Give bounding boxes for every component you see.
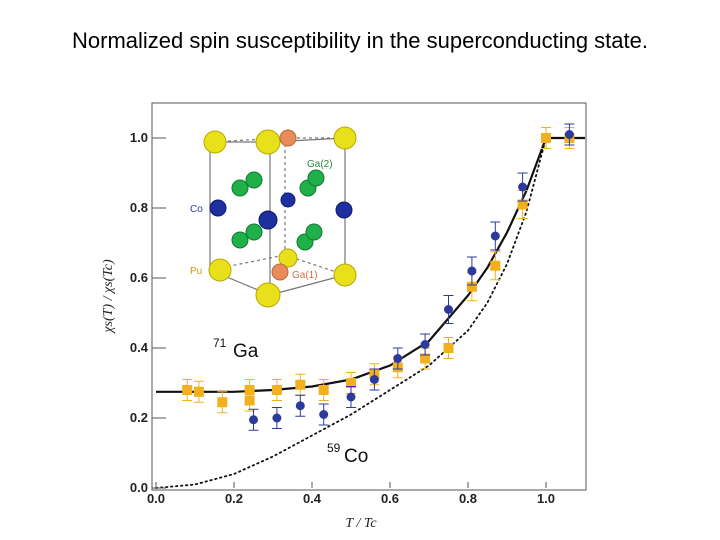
co-data-point <box>249 415 258 425</box>
ga-label: Ga <box>233 341 259 362</box>
slide-title: Normalized spin susceptibility in the su… <box>72 28 648 53</box>
y-axis-label: χs(T) / χs(Tc) <box>101 259 116 335</box>
co-data-point <box>369 375 379 384</box>
y-tick-label: 0.8 <box>130 200 148 215</box>
ga-data-point <box>466 281 477 292</box>
ga-data-point <box>217 397 228 408</box>
inset-label-co: Co <box>190 204 203 215</box>
inset-label-ga1: Ga(1) <box>292 270 318 281</box>
co-data-point <box>420 340 430 349</box>
y-tick-label: 1.0 <box>130 130 148 145</box>
ga-data-point <box>193 386 204 397</box>
x-tick-label: 0.0 <box>147 491 165 506</box>
co-data-point <box>393 354 403 363</box>
co-atoms <box>209 192 353 230</box>
ga-data-point <box>443 343 454 353</box>
plot-frame <box>151 102 587 491</box>
co-data-point <box>444 305 453 314</box>
x-tick-label: 1.0 <box>537 491 555 506</box>
y-tick-label: 0.6 <box>130 270 148 285</box>
inset-label-ga2: Ga(2) <box>307 159 333 170</box>
co-label: Co <box>344 446 368 467</box>
co-label-superscript: 59 <box>327 441 341 455</box>
ga-data-point <box>541 133 551 143</box>
pu-atoms <box>203 126 357 308</box>
y-tick-label: 0.2 <box>130 410 148 425</box>
ga-data-point <box>346 378 356 388</box>
x-tick-label: 0.4 <box>303 491 322 506</box>
x-tick-label: 0.2 <box>225 491 243 506</box>
x-axis-label: T / Tc <box>345 516 377 531</box>
ga1-atoms <box>271 129 297 281</box>
solid-fit-curve <box>156 136 585 393</box>
ga-data-point <box>517 199 528 210</box>
y-tick-label: 0.0 <box>130 480 148 495</box>
ga-data-point <box>295 379 306 390</box>
co-data-point <box>518 182 528 192</box>
ga2-atoms <box>231 169 325 251</box>
co-data-point <box>467 266 477 276</box>
x-tick-label: 0.8 <box>459 491 477 506</box>
x-tick-label: 0.6 <box>381 491 399 506</box>
ga-data-point <box>271 385 282 395</box>
ga-data-point <box>490 260 501 271</box>
co-data-point <box>295 401 305 411</box>
y-tick-label: 0.4 <box>130 340 149 355</box>
ga-data-point <box>420 353 431 364</box>
ga-data-point <box>182 385 193 395</box>
co-data-point <box>272 413 282 423</box>
co-data-point <box>319 410 329 419</box>
ga-data-point <box>318 385 329 395</box>
ga-label-superscript: 71 <box>213 336 227 350</box>
co-data-point <box>490 231 500 241</box>
ga-data-point <box>244 385 255 395</box>
dotted-reference-curve <box>155 137 586 489</box>
co-data-point <box>564 130 574 139</box>
co-data-point <box>346 392 356 402</box>
inset-label-pu: Pu <box>190 266 202 277</box>
crystal-structure-inset: Ga(2) Co Pu Ga(1) <box>190 126 357 308</box>
